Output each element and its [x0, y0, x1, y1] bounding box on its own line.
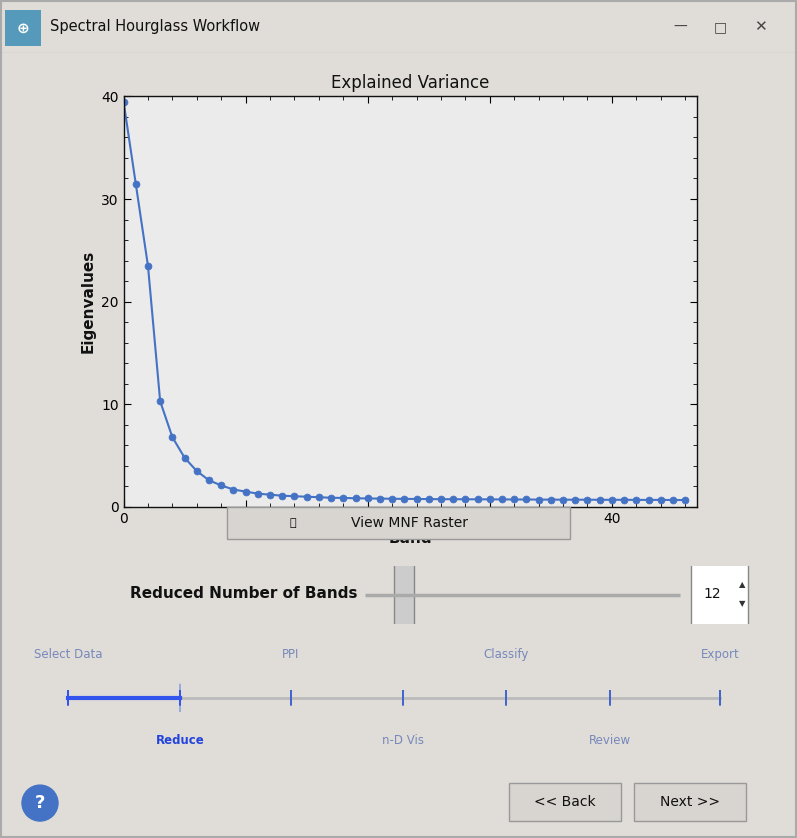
FancyBboxPatch shape: [5, 10, 41, 46]
Text: —: —: [673, 20, 687, 34]
Text: Classify: Classify: [483, 648, 528, 661]
Text: ?: ?: [35, 794, 45, 812]
Text: ✕: ✕: [754, 19, 767, 34]
Text: □: □: [713, 20, 727, 34]
FancyBboxPatch shape: [226, 508, 571, 539]
Text: << Back: << Back: [534, 795, 596, 809]
FancyBboxPatch shape: [394, 528, 414, 663]
Text: Review: Review: [589, 733, 631, 747]
Text: Spectral Hourglass Workflow: Spectral Hourglass Workflow: [50, 19, 260, 34]
Text: View MNF Raster: View MNF Raster: [351, 516, 468, 530]
Text: 12: 12: [703, 587, 720, 601]
Text: MNF Dimensionality Reduction: MNF Dimensionality Reduction: [229, 98, 567, 117]
Title: Explained Variance: Explained Variance: [332, 74, 489, 92]
Y-axis label: Eigenvalues: Eigenvalues: [80, 250, 96, 354]
Text: Reduce: Reduce: [155, 733, 204, 747]
Text: ▲: ▲: [739, 581, 745, 589]
Text: Export: Export: [701, 648, 740, 661]
Text: Next >>: Next >>: [660, 795, 720, 809]
Text: ⊕: ⊕: [17, 20, 29, 35]
FancyBboxPatch shape: [691, 524, 748, 666]
FancyBboxPatch shape: [634, 784, 746, 821]
Text: Reduced Number of Bands: Reduced Number of Bands: [130, 587, 358, 602]
Text: Select Data: Select Data: [33, 648, 102, 661]
Text: ▼: ▼: [739, 599, 745, 608]
Circle shape: [22, 785, 58, 821]
Text: PPI: PPI: [282, 648, 300, 661]
FancyBboxPatch shape: [509, 784, 621, 821]
Text: 👁: 👁: [290, 518, 296, 528]
Text: n-D Vis: n-D Vis: [382, 733, 424, 747]
X-axis label: Band: Band: [389, 531, 432, 546]
